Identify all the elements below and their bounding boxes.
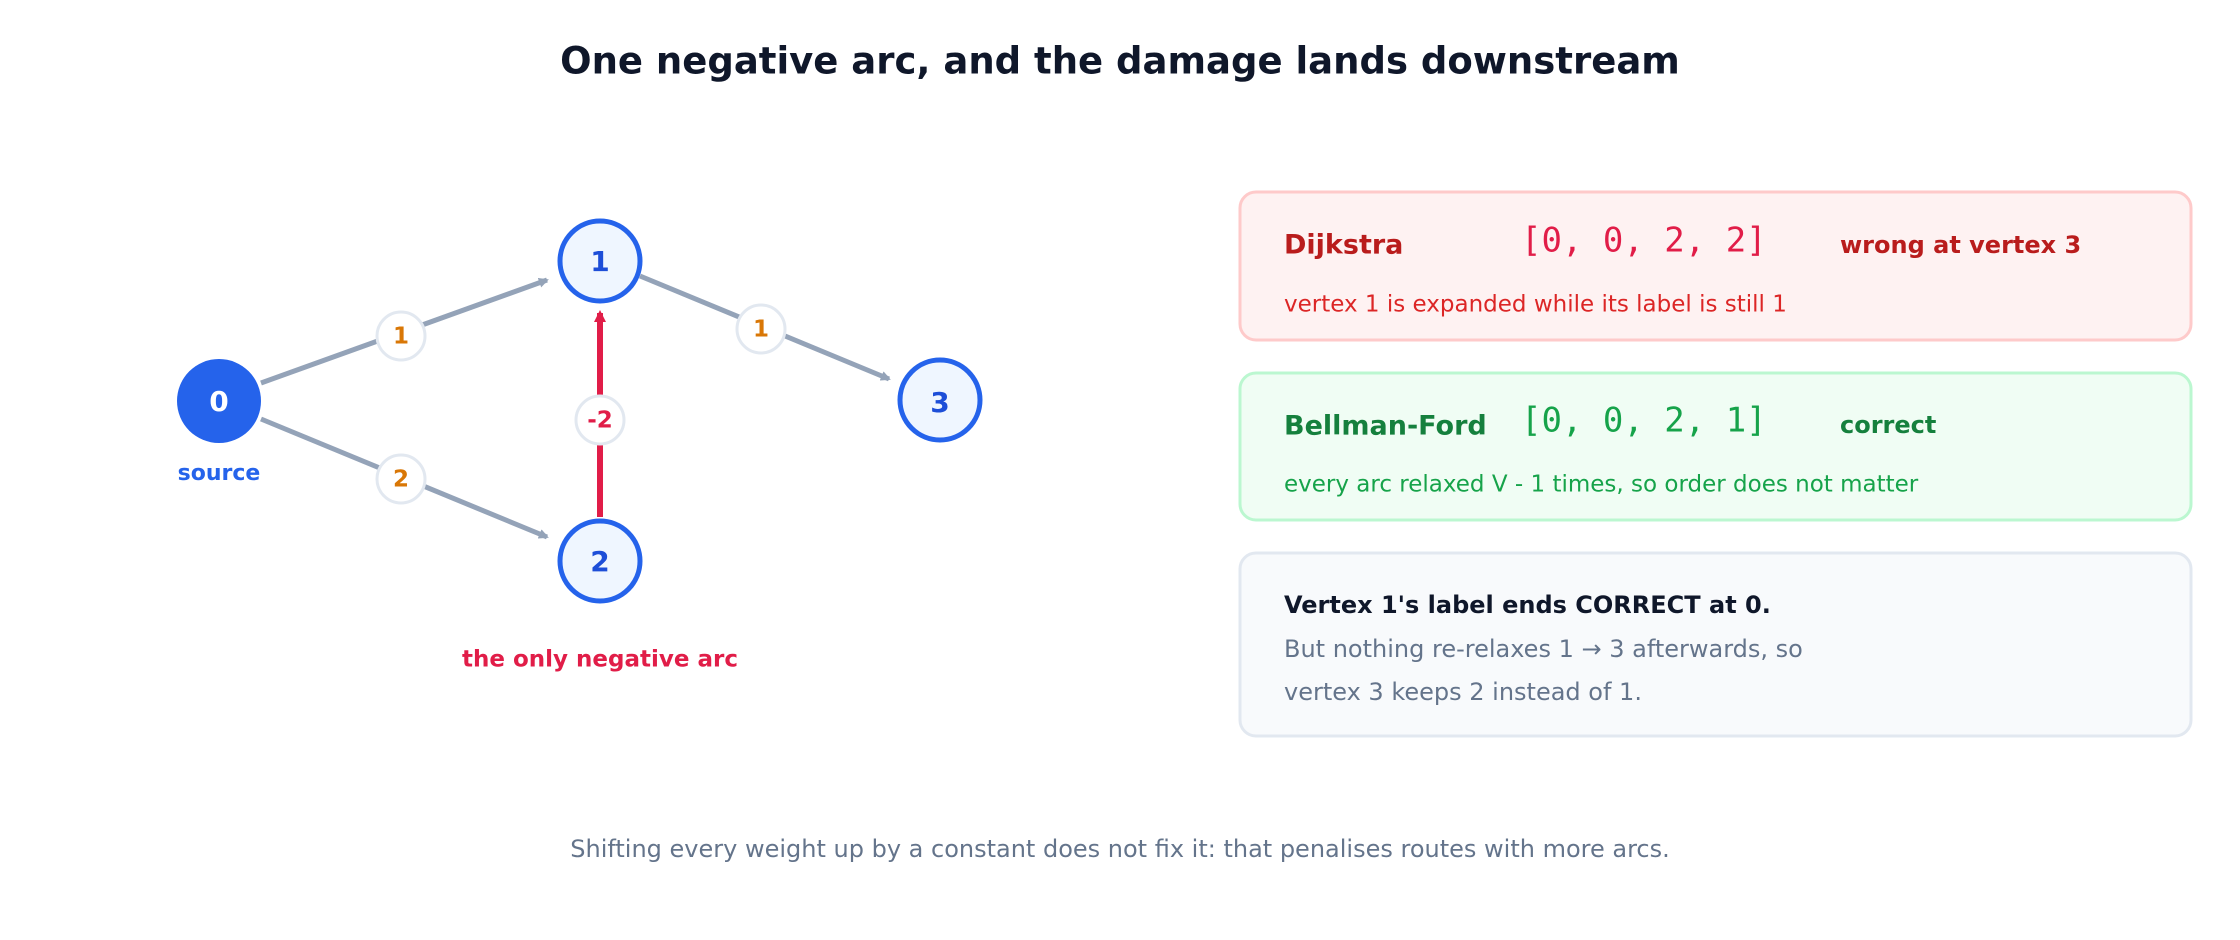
card-note: every arc relaxed V - 1 times, so order … bbox=[1284, 472, 1919, 498]
weight-badge bbox=[375, 453, 427, 505]
card-dijkstra: Dijkstra [0, 0, 2, 2] wrong at vertex 3 … bbox=[1238, 190, 2193, 342]
edge-weight: 1 bbox=[753, 317, 769, 343]
node bbox=[557, 518, 643, 604]
edges bbox=[260, 273, 891, 540]
card-result: [0, 0, 2, 2] bbox=[1521, 221, 1767, 261]
explanation-line: But nothing re-relaxes 1 → 3 afterwards,… bbox=[1284, 635, 1803, 663]
node-label: 2 bbox=[590, 545, 609, 578]
node bbox=[177, 359, 261, 443]
card bbox=[1238, 551, 2193, 738]
edge-weights: 1 2 -2 1 bbox=[375, 303, 787, 505]
weight-badge bbox=[375, 310, 427, 362]
card bbox=[1238, 190, 2193, 342]
card-result: [0, 0, 2, 1] bbox=[1521, 401, 1767, 441]
weight-badge bbox=[574, 394, 626, 446]
card-explanation: Vertex 1's label ends CORRECT at 0. But … bbox=[1238, 551, 2193, 738]
card bbox=[1238, 371, 2193, 522]
node-label: 3 bbox=[930, 386, 949, 419]
card-verdict: wrong at vertex 3 bbox=[1840, 231, 2081, 259]
card-name: Bellman-Ford bbox=[1284, 411, 1487, 442]
weight-badge bbox=[735, 303, 787, 355]
edge-weight: 2 bbox=[393, 467, 409, 493]
node bbox=[897, 357, 983, 443]
explanation-headline: Vertex 1's label ends CORRECT at 0. bbox=[1284, 591, 1771, 619]
node bbox=[557, 218, 643, 304]
node-label: 0 bbox=[209, 385, 228, 418]
negative-arc-note: the only negative arc bbox=[462, 647, 738, 673]
edge-weight: -2 bbox=[587, 408, 613, 434]
card-name: Dijkstra bbox=[1284, 230, 1403, 261]
card-verdict: correct bbox=[1840, 411, 1936, 439]
footnote: Shifting every weight up by a constant d… bbox=[570, 835, 1670, 863]
card-note: vertex 1 is expanded while its label is … bbox=[1284, 292, 1787, 318]
title: One negative arc, and the damage lands d… bbox=[560, 40, 1680, 83]
explanation-line: vertex 3 keeps 2 instead of 1. bbox=[1284, 678, 1642, 706]
node-note: source bbox=[178, 461, 261, 486]
node-label: 1 bbox=[590, 245, 609, 278]
nodes: 0 1 2 3 bbox=[177, 218, 983, 604]
edge-weight: 1 bbox=[393, 324, 409, 350]
card-bellman-ford: Bellman-Ford [0, 0, 2, 1] correct every … bbox=[1238, 371, 2193, 522]
